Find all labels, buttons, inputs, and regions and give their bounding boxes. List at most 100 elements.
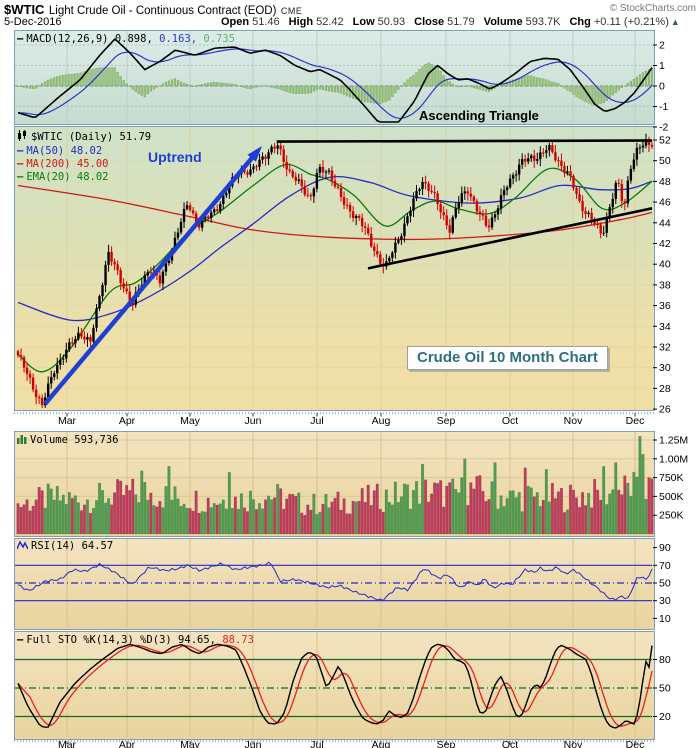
- quote-value: 51.46: [252, 16, 280, 28]
- quote-summary: Open 51.46 High 52.42 Low 50.93 Close 51.79 Volu…: [212, 16, 680, 28]
- svg-text:-1: -1: [659, 101, 668, 113]
- svg-text:Oct: Oct: [502, 739, 518, 748]
- svg-text:0: 0: [659, 81, 665, 93]
- rsi-panel-background: [14, 538, 655, 630]
- trendlines: [276, 139, 653, 270]
- ascending-triangle-annotation: Ascending Triangle: [419, 108, 539, 123]
- svg-text:48: 48: [659, 176, 671, 188]
- svg-text:750K: 750K: [659, 472, 684, 484]
- svg-text:Dec: Dec: [626, 739, 645, 748]
- change-up-arrow-icon: ▲: [670, 17, 680, 27]
- svg-text:30: 30: [659, 595, 671, 607]
- ema20-swatch: —: [17, 171, 24, 183]
- quote-label: Close: [414, 16, 445, 28]
- rsi-zigzag-icon: [16, 540, 29, 554]
- svg-text:34: 34: [659, 321, 671, 333]
- svg-text:32: 32: [659, 342, 671, 354]
- quote-value: 51.79: [447, 16, 475, 28]
- indicator-level-lines: [15, 564, 652, 718]
- macd-value: 0.898,: [114, 33, 153, 45]
- quote-value: 593.7K: [525, 16, 561, 28]
- svg-text:50: 50: [659, 155, 671, 167]
- svg-text:1.25M: 1.25M: [659, 435, 688, 447]
- ma200-label: MA(200) 45.00: [26, 158, 109, 170]
- volume-bars-icon: [17, 434, 27, 448]
- svg-text:Jun: Jun: [245, 415, 262, 427]
- rsi-series: [17, 561, 653, 602]
- chart-title-label-box: Crude Oil 10 Month Chart: [407, 346, 608, 370]
- svg-text:40: 40: [659, 259, 671, 271]
- sto-legend: — Full STO %K(14,3) %D(3) 94.65, 88.73: [17, 634, 254, 646]
- quote-label: Open: [221, 16, 250, 28]
- svg-text:Aug: Aug: [372, 739, 391, 748]
- macd-line-swatch: —: [17, 33, 24, 45]
- svg-text:38: 38: [659, 279, 671, 291]
- svg-text:Sep: Sep: [437, 415, 456, 427]
- rsi-legend: RSI(14) 64.57: [16, 540, 113, 554]
- svg-text:1: 1: [659, 60, 665, 72]
- candlestick-icon: [17, 130, 28, 145]
- quote-label: High: [288, 16, 314, 28]
- svg-text:42: 42: [659, 238, 671, 250]
- sto-d-value: 88.73: [222, 634, 254, 646]
- quote-label: Chg: [569, 16, 591, 28]
- uptrend-annotation: Uptrend: [148, 149, 202, 165]
- svg-text:Jul: Jul: [310, 739, 323, 748]
- svg-text:26: 26: [659, 404, 671, 416]
- svg-text:50: 50: [659, 578, 671, 590]
- svg-text:Sep: Sep: [437, 739, 456, 748]
- svg-text:44: 44: [659, 217, 671, 229]
- svg-text:Mar: Mar: [58, 415, 77, 427]
- svg-text:28: 28: [659, 383, 671, 395]
- volume-bars: [16, 435, 654, 535]
- moving-averages: [17, 163, 653, 373]
- quote-label: Low: [352, 16, 375, 28]
- price-legend-label: $WTIC (Daily) 51.79: [31, 131, 152, 143]
- x-axis-labels: Mar Apr May Jun Jul Aug Sep Oct Nov Dec Mar Apr May J…: [14, 412, 655, 748]
- svg-text:Mar: Mar: [58, 739, 77, 748]
- svg-text:Dec: Dec: [626, 415, 645, 427]
- quote-value: 52.42: [316, 16, 344, 28]
- macd-series: [16, 38, 654, 123]
- svg-text:52: 52: [659, 135, 671, 147]
- exchange-label: CME: [280, 6, 303, 16]
- svg-text:50: 50: [659, 683, 671, 695]
- svg-text:Jun: Jun: [245, 739, 262, 748]
- sto-panel-background: [14, 631, 655, 740]
- svg-text:250K: 250K: [659, 510, 684, 522]
- svg-text:May: May: [180, 739, 201, 748]
- uptrend-arrow: [43, 146, 262, 406]
- macd-value: 0.735: [197, 33, 235, 45]
- svg-text:36: 36: [659, 300, 671, 312]
- macd-value: 0.163,: [152, 33, 198, 45]
- quote-value: +0.11 (+0.21%): [593, 16, 669, 28]
- quote-label: Volume: [483, 16, 523, 28]
- svg-text:1.00M: 1.00M: [659, 453, 688, 465]
- svg-text:80: 80: [659, 654, 671, 666]
- svg-text:Aug: Aug: [372, 415, 391, 427]
- chart-header: $WTIC Light Crude Oil - Continuous Contr…: [4, 1, 696, 17]
- svg-text:Oct: Oct: [502, 415, 518, 427]
- svg-text:20: 20: [659, 711, 671, 723]
- ema20-label: EMA(20) 48.02: [26, 171, 109, 183]
- copyright-label: © StockCharts.com: [609, 3, 696, 14]
- ma50-label: MA(50) 48.02: [26, 145, 103, 157]
- svg-text:Jul: Jul: [310, 415, 323, 427]
- svg-text:500K: 500K: [659, 491, 684, 503]
- svg-text:Apr: Apr: [119, 415, 136, 427]
- svg-text:90: 90: [659, 542, 671, 554]
- svg-text:2: 2: [659, 40, 665, 52]
- macd-legend: — MACD(12,26,9) 0.898, 0.163, 0.735: [17, 33, 235, 45]
- ma200-swatch: —: [17, 158, 24, 170]
- svg-text:30: 30: [659, 362, 671, 374]
- svg-text:46: 46: [659, 197, 671, 209]
- svg-text:Nov: Nov: [564, 739, 583, 748]
- svg-text:Apr: Apr: [119, 739, 136, 748]
- macd-values: 0.898, 0.163, 0.735: [115, 33, 235, 45]
- quote-row: 5-Dec-2016 Open 51.46 High 52.42 Low 50.93 Clo…: [4, 16, 696, 30]
- sto-series: [17, 643, 653, 729]
- quote-value: 50.93: [377, 16, 406, 28]
- svg-text:10: 10: [659, 613, 671, 625]
- volume-legend: Volume 593,736: [17, 434, 119, 448]
